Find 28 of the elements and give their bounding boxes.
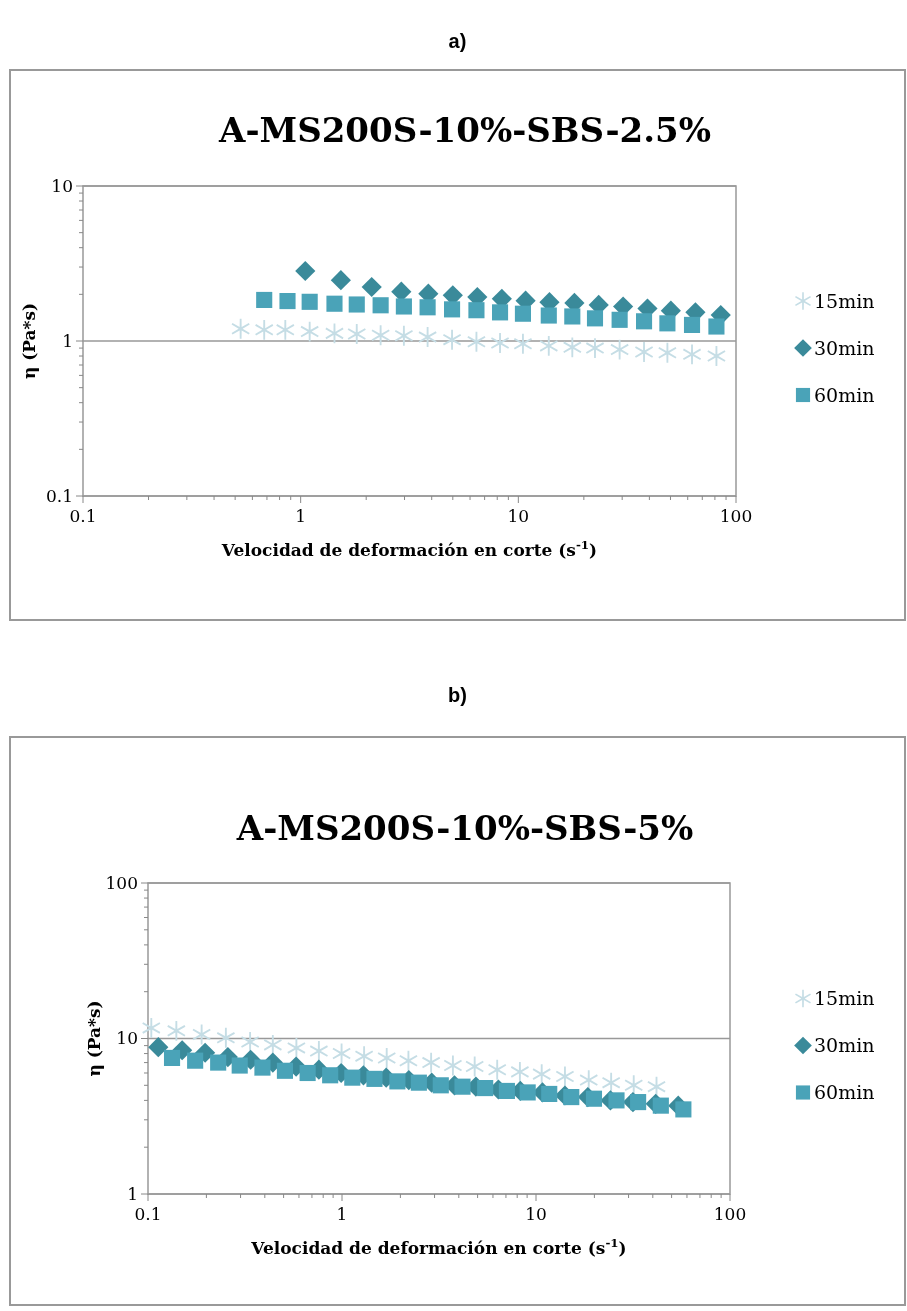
legend-label: 30min	[814, 336, 875, 359]
legend-label: 15min	[814, 289, 875, 312]
legend-label: 60min	[814, 1081, 875, 1104]
y-tick-label: 0.1	[45, 485, 73, 506]
x-axis-title: Velocidad de deformación en corte (s$^{-1}$)	[250, 1236, 627, 1258]
y-tick-label: 10	[116, 1028, 138, 1049]
y-tick-label: 1	[127, 1183, 138, 1204]
legend-label: 15min	[814, 987, 875, 1010]
x-tick-label: 1	[336, 1204, 348, 1224]
x-tick-label: 100	[713, 1204, 747, 1224]
y-tick-label: 1	[62, 330, 73, 351]
x-tick-label: 0.1	[134, 1204, 162, 1224]
x-tick-label: 10	[507, 506, 530, 526]
text: b)	[448, 684, 467, 706]
y-axis-title: η (Pa*s)	[84, 1000, 104, 1077]
y-tick-label: 100	[105, 872, 138, 893]
x-tick-label: 10	[525, 1204, 547, 1224]
y-tick-label: 10	[51, 175, 73, 196]
legend-label: 60min	[814, 383, 875, 406]
y-axis-title: η (Pa*s)	[19, 302, 39, 380]
x-tick-label: 0.1	[69, 506, 97, 526]
chart-title: A-MS200S-10%-SBS-5%	[235, 808, 694, 848]
text: a)	[448, 30, 467, 52]
x-tick-label: 100	[719, 506, 753, 526]
chart-title: A-MS200S-10%-SBS-2.5%	[218, 110, 711, 150]
legend-label: 30min	[814, 1034, 875, 1057]
x-tick-label: 1	[295, 506, 307, 526]
x-axis-title: Velocidad de deformación en corte (s$^{-1}$)	[220, 538, 598, 560]
